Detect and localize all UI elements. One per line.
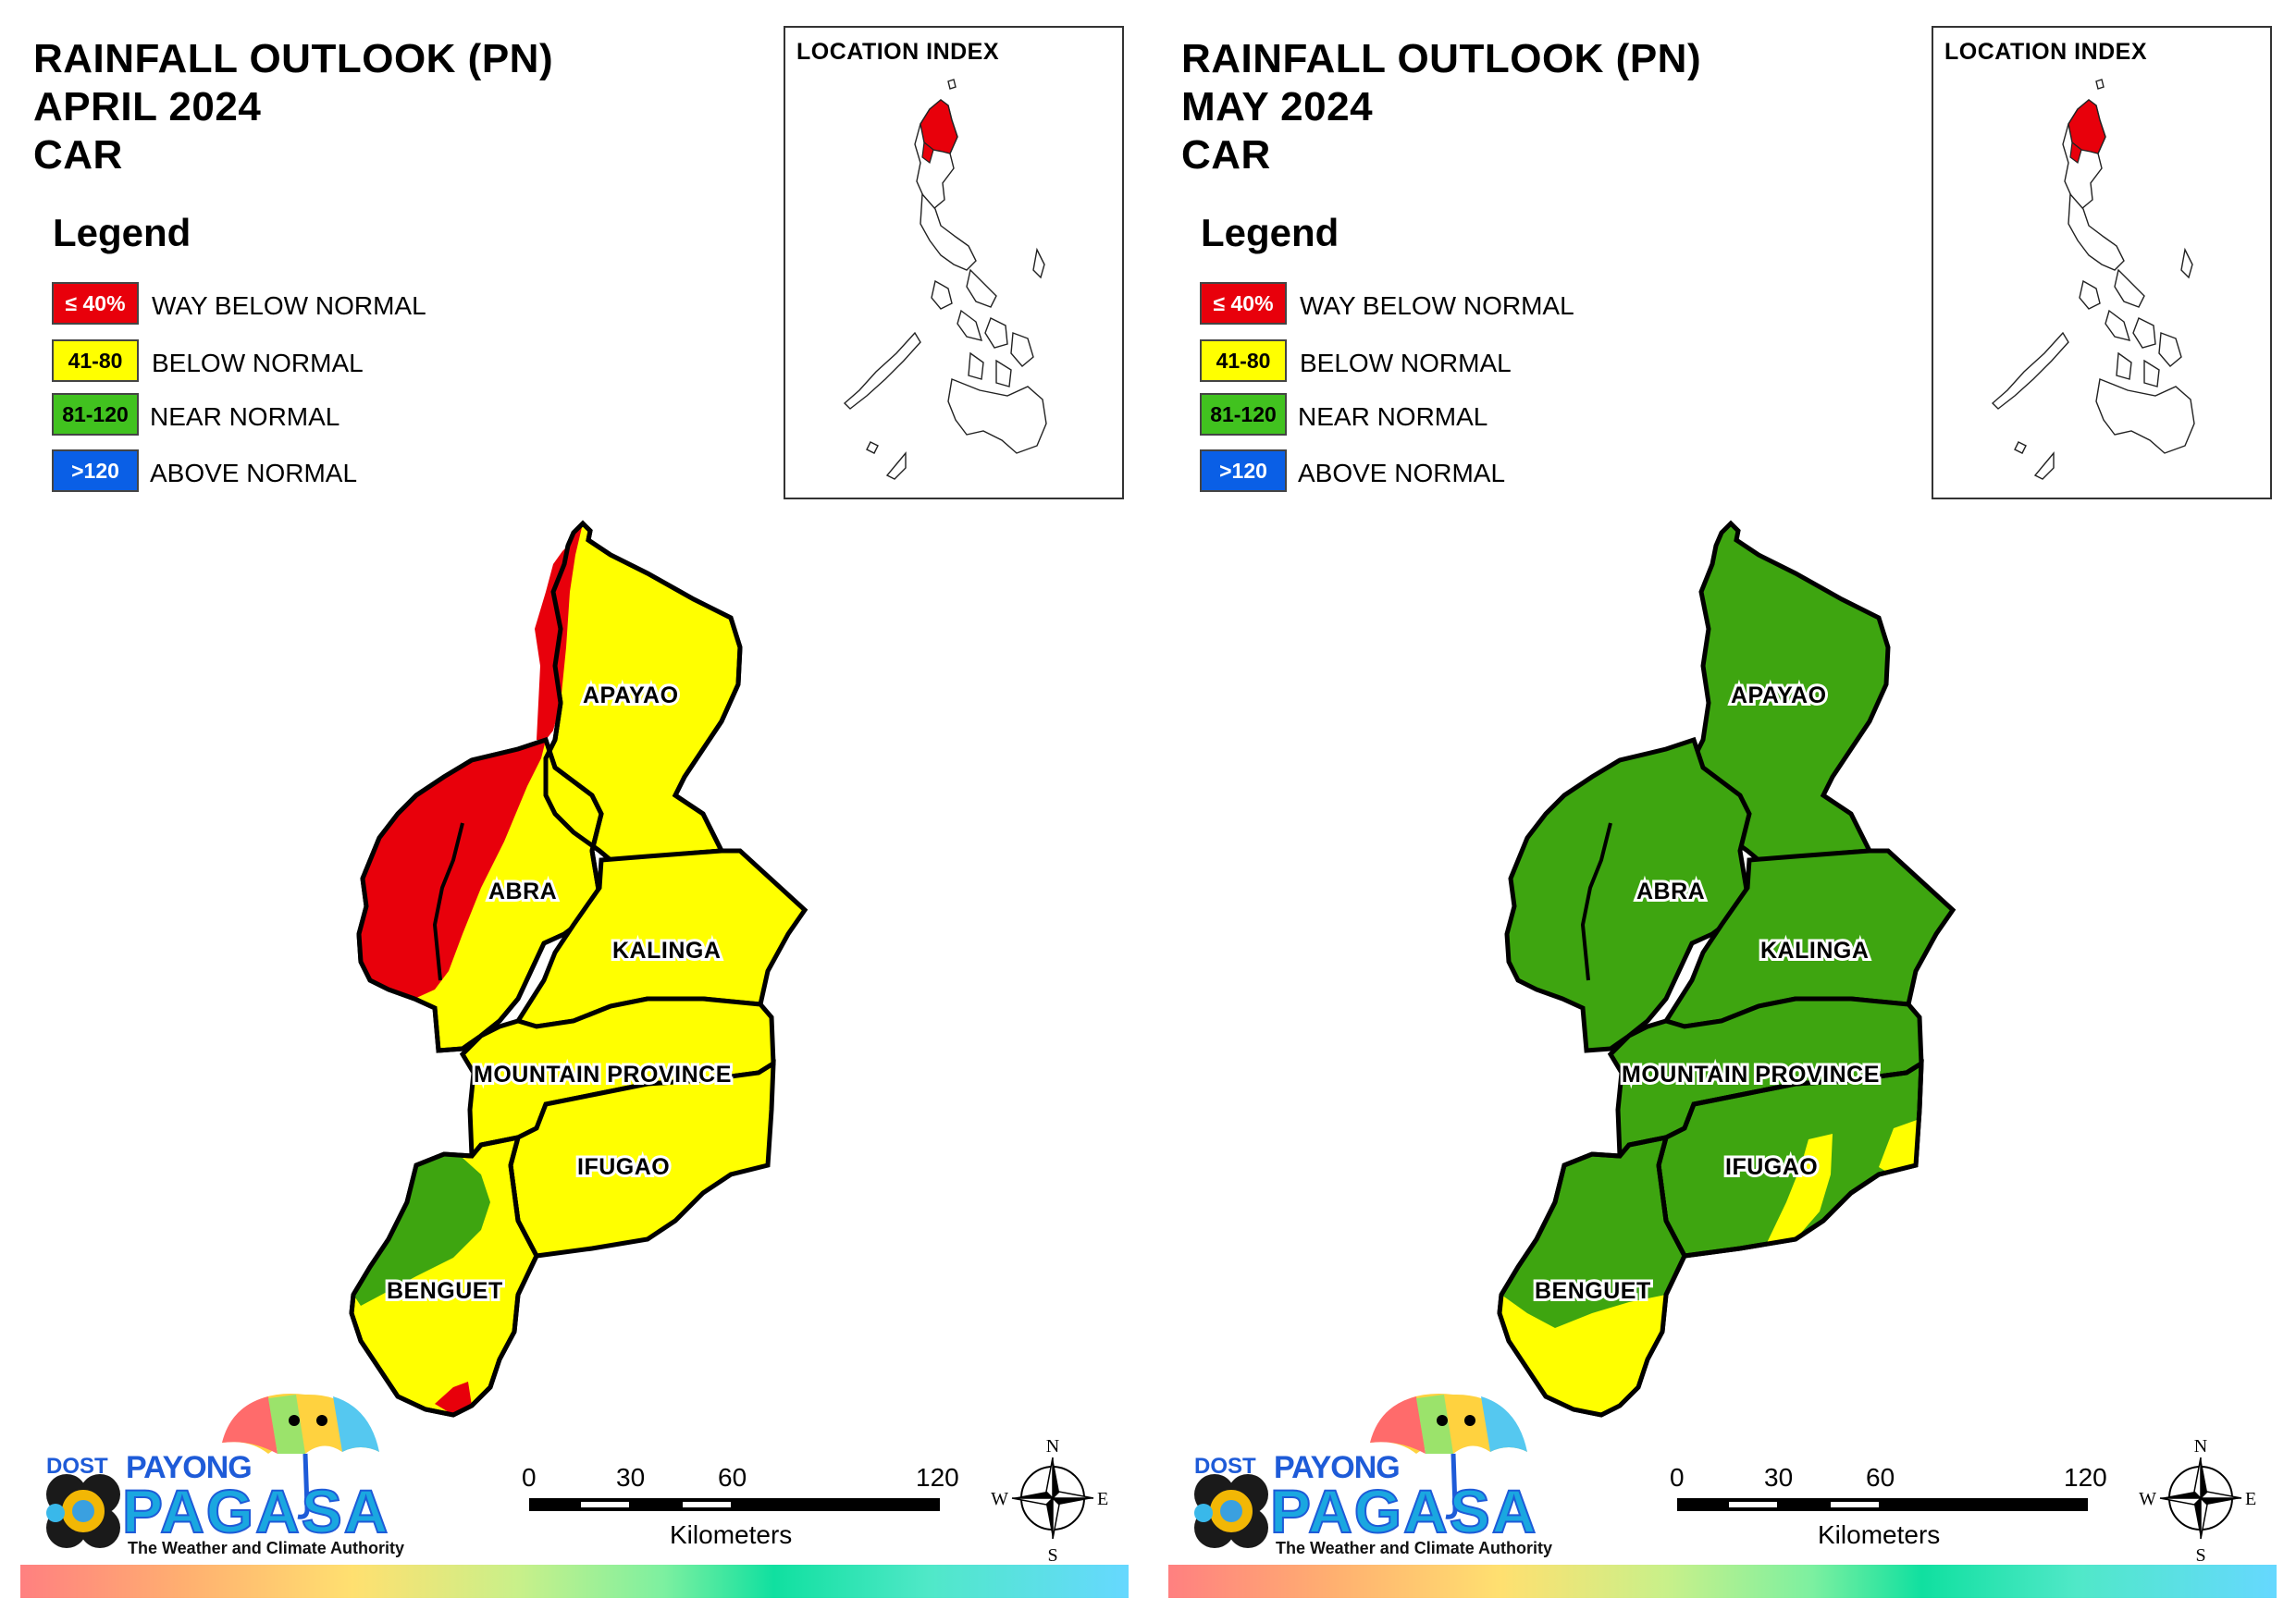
- scale-unit: Kilometers: [1818, 1520, 1941, 1549]
- label-apayao: APAYAO: [583, 682, 679, 708]
- pagasa-umbrella-logo: [222, 1394, 379, 1519]
- scale-bar: [1677, 1498, 2088, 1511]
- pagasa-umbrella-logo: [1370, 1394, 1527, 1519]
- compass-s: S: [1047, 1545, 1057, 1566]
- label-apayao: APAYAO: [1731, 682, 1827, 708]
- compass-n: N: [1046, 1436, 1059, 1457]
- scale-tick-120: 120: [916, 1463, 959, 1492]
- label-abra: ABRA: [488, 879, 557, 904]
- pagasa-seal-icon: [46, 1474, 120, 1548]
- legend-swatch: >120: [1200, 449, 1287, 492]
- footer-gradient-bar: [20, 1565, 1129, 1598]
- logo-pagasa: PAGASA: [121, 1476, 390, 1546]
- logo-dost: DOST: [46, 1454, 108, 1479]
- label-abra: ABRA: [1636, 879, 1705, 904]
- logo-payong: PAYONG: [126, 1450, 253, 1485]
- scale-tick-30: 30: [1764, 1463, 1794, 1492]
- philippines-index-map: [843, 79, 1047, 480]
- location-index-title: LOCATION INDEX: [796, 39, 1000, 65]
- car-province-map: APAYAO ABRA KALINGA MOUNTAIN PROVINCE IF…: [1194, 520, 2256, 1566]
- scale-tick-0: 0: [1670, 1463, 1685, 1492]
- map-title: RAINFALL OUTLOOK (PN) APRIL 2024 CAR: [33, 35, 553, 179]
- footer-gradient-bar: [1168, 1565, 2277, 1598]
- legend-label: ABOVE NORMAL: [150, 459, 358, 487]
- legend-label: BELOW NORMAL: [152, 349, 364, 377]
- philippines-index-map: [1991, 79, 2195, 480]
- label-mountain-province: MOUNTAIN PROVINCE: [474, 1062, 732, 1088]
- legend-swatch: 41-80: [52, 339, 139, 382]
- logo-payong: PAYONG: [1274, 1450, 1401, 1485]
- logo-tagline: The Weather and Climate Authority: [1276, 1539, 1553, 1557]
- scale-unit: Kilometers: [670, 1520, 793, 1549]
- compass-w: W: [2139, 1489, 2156, 1509]
- logo-tagline: The Weather and Climate Authority: [128, 1539, 405, 1557]
- legend-label: ABOVE NORMAL: [1298, 459, 1506, 487]
- title-line-3: CAR: [1181, 132, 1271, 178]
- compass-e: E: [2245, 1489, 2256, 1509]
- scale-bar: [529, 1498, 940, 1511]
- title-line-1: RAINFALL OUTLOOK (PN): [1181, 36, 1702, 81]
- legend-swatch: 41-80: [1200, 339, 1287, 382]
- location-index-box: LOCATION INDEX: [784, 26, 1124, 499]
- compass-rose-icon: N S E W: [2139, 1436, 2256, 1566]
- legend-swatch: 81-120: [52, 393, 139, 436]
- logo-dost: DOST: [1194, 1454, 1256, 1479]
- compass-rose-icon: N S E W: [991, 1436, 1108, 1566]
- location-index-box: LOCATION INDEX: [1932, 26, 2272, 499]
- legend-title: Legend: [53, 211, 191, 254]
- scale-tick-60: 60: [1866, 1463, 1895, 1492]
- legend-title: Legend: [1201, 211, 1339, 254]
- title-line-3: CAR: [33, 132, 123, 178]
- label-mountain-province: MOUNTAIN PROVINCE: [1622, 1062, 1880, 1088]
- label-kalinga: KALINGA: [612, 938, 721, 964]
- car-province-map: APAYAO ABRA KALINGA MOUNTAIN PROVINCE IF…: [46, 520, 1108, 1566]
- legend-label: BELOW NORMAL: [1300, 349, 1512, 377]
- legend-label: NEAR NORMAL: [1298, 402, 1488, 431]
- label-ifugao: IFUGAO: [577, 1154, 670, 1180]
- label-kalinga: KALINGA: [1760, 938, 1869, 964]
- legend-swatch: ≤ 40%: [1200, 282, 1287, 325]
- legend-label: WAY BELOW NORMAL: [152, 291, 426, 320]
- scale-tick-120: 120: [2064, 1463, 2107, 1492]
- scale-tick-30: 30: [616, 1463, 646, 1492]
- compass-e: E: [1097, 1489, 1108, 1509]
- legend-label: WAY BELOW NORMAL: [1300, 291, 1574, 320]
- compass-w: W: [991, 1489, 1008, 1509]
- title-line-1: RAINFALL OUTLOOK (PN): [33, 36, 554, 81]
- compass-s: S: [2195, 1545, 2205, 1566]
- legend-swatch: >120: [52, 449, 139, 492]
- scale-tick-0: 0: [522, 1463, 537, 1492]
- scale-tick-60: 60: [718, 1463, 747, 1492]
- map-title: RAINFALL OUTLOOK (PN) MAY 2024 CAR: [1181, 35, 1701, 179]
- title-line-2: APRIL 2024: [33, 84, 262, 129]
- province-abra: [1504, 736, 1752, 1053]
- label-ifugao: IFUGAO: [1725, 1154, 1818, 1180]
- title-line-2: MAY 2024: [1181, 84, 1374, 129]
- pagasa-seal-icon: [1194, 1474, 1268, 1548]
- legend-swatch: 81-120: [1200, 393, 1287, 436]
- outlook-panel-may: RAINFALL OUTLOOK (PN) MAY 2024 CAR Legen…: [1148, 0, 2296, 1623]
- legend-label: NEAR NORMAL: [150, 402, 340, 431]
- label-benguet: BENGUET: [387, 1278, 503, 1304]
- location-index-title: LOCATION INDEX: [1944, 39, 2148, 65]
- label-benguet: BENGUET: [1535, 1278, 1651, 1304]
- compass-n: N: [2194, 1436, 2207, 1457]
- logo-pagasa: PAGASA: [1269, 1476, 1538, 1546]
- legend-swatch: ≤ 40%: [52, 282, 139, 325]
- outlook-panel-april: RAINFALL OUTLOOK (PN) APRIL 2024 CAR Leg…: [20, 26, 1129, 1598]
